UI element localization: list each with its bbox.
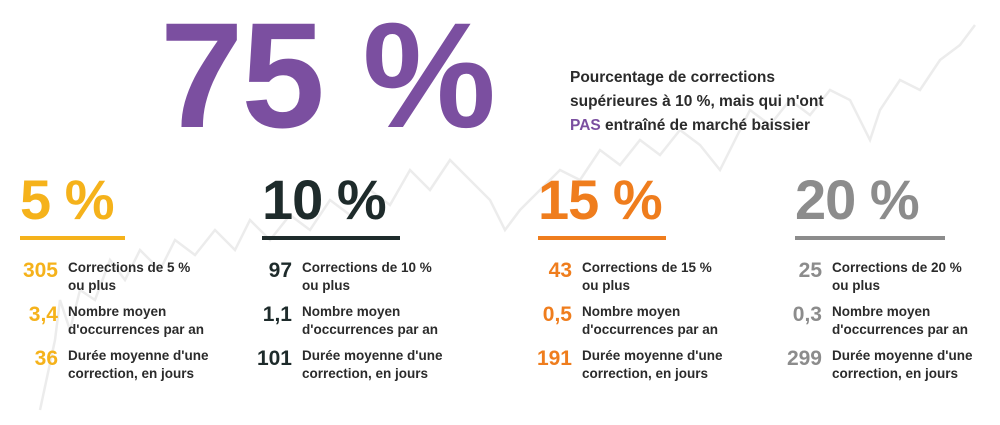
stat-label-line1: Nombre moyen xyxy=(582,304,681,319)
stat-label-line2: d'occurrences par an xyxy=(832,322,969,337)
stat-label: Durée moyenne d'une correction, en jours xyxy=(68,347,209,383)
stat-label-line1: Corrections de 10 % xyxy=(302,260,432,275)
stat-value: 25 xyxy=(798,259,822,282)
stat-value: 36 xyxy=(34,347,58,370)
stat-label-line1: Corrections de 5 % xyxy=(68,260,191,275)
stat-label: Durée moyenne d'une correction, en jours xyxy=(582,347,723,383)
stat-row: 0,5 Nombre moyen d'occurrences par an xyxy=(530,302,718,339)
hero-percentage: 75 % xyxy=(160,0,496,159)
stat-row: 36 Durée moyenne d'une correction, en jou… xyxy=(16,346,209,383)
stat-label: Nombre moyen d'occurrences par an xyxy=(68,303,204,339)
stat-label: Corrections de 5 % ou plus xyxy=(68,259,190,295)
stat-label-line2: correction, en jours xyxy=(68,366,195,381)
stat-label-line1: Corrections de 20 % xyxy=(832,260,962,275)
stat-label-line1: Durée moyenne d'une xyxy=(68,348,209,363)
stat-label-line2: d'occurrences par an xyxy=(582,322,719,337)
column-percentage: 5 % xyxy=(20,168,114,231)
hero-desc-line2: supérieures à 10 %, mais qui n'ont xyxy=(570,93,824,110)
stat-value: 1,1 xyxy=(262,303,292,326)
stat-value: 101 xyxy=(256,347,292,370)
stat-row: 191 Durée moyenne d'une correction, en jo… xyxy=(530,346,723,383)
stat-label: Nombre moyen d'occurrences par an xyxy=(832,303,968,339)
stat-row: 299 Durée moyenne d'une correction, en jo… xyxy=(780,346,973,383)
column-15-percent: 15 % xyxy=(538,168,666,240)
stat-label: Nombre moyen d'occurrences par an xyxy=(302,303,438,339)
stat-value: 97 xyxy=(268,259,292,282)
stat-label: Corrections de 10 % ou plus xyxy=(302,259,432,295)
column-percentage: 10 % xyxy=(262,168,387,231)
stat-row: 305 Corrections de 5 % ou plus xyxy=(16,258,190,295)
stat-label-line2: ou plus xyxy=(302,278,350,293)
stat-label-line1: Nombre moyen xyxy=(302,304,401,319)
stat-label-line2: ou plus xyxy=(832,278,880,293)
hero-desc-line3: PAS entraîné de marché baissier xyxy=(570,114,824,138)
hero-desc-pas: PAS xyxy=(570,117,601,134)
hero-description: Pourcentage de corrections supérieures à… xyxy=(570,66,824,138)
stat-row: 97 Corrections de 10 % ou plus xyxy=(250,258,432,295)
stat-value: 299 xyxy=(786,347,822,370)
stat-value: 43 xyxy=(548,259,572,282)
column-5-percent: 5 % xyxy=(20,168,125,240)
stat-row: 0,3 Nombre moyen d'occurrences par an xyxy=(780,302,968,339)
stat-value: 0,3 xyxy=(792,303,822,326)
stat-label: Corrections de 20 % ou plus xyxy=(832,259,962,295)
stat-value: 0,5 xyxy=(542,303,572,326)
stat-row: 43 Corrections de 15 % ou plus xyxy=(530,258,712,295)
stat-row: 101 Durée moyenne d'une correction, en jo… xyxy=(250,346,443,383)
stat-row: 25 Corrections de 20 % ou plus xyxy=(780,258,962,295)
stat-label-line1: Durée moyenne d'une xyxy=(832,348,973,363)
column-percentage: 20 % xyxy=(795,168,920,231)
stat-value: 3,4 xyxy=(28,303,58,326)
stat-row: 3,4 Nombre moyen d'occurrences par an xyxy=(16,302,204,339)
stat-label: Corrections de 15 % ou plus xyxy=(582,259,712,295)
stat-value: 305 xyxy=(22,259,58,282)
stat-label-line1: Corrections de 15 % xyxy=(582,260,712,275)
stat-label-line1: Durée moyenne d'une xyxy=(582,348,723,363)
stat-label: Durée moyenne d'une correction, en jours xyxy=(832,347,973,383)
stat-label-line1: Nombre moyen xyxy=(68,304,167,319)
stat-row: 1,1 Nombre moyen d'occurrences par an xyxy=(250,302,438,339)
stat-label-line2: correction, en jours xyxy=(582,366,709,381)
stat-label-line2: ou plus xyxy=(582,278,630,293)
column-divider xyxy=(795,236,945,240)
stat-label-line2: ou plus xyxy=(68,278,116,293)
stat-label-line1: Nombre moyen xyxy=(832,304,931,319)
stat-label: Durée moyenne d'une correction, en jours xyxy=(302,347,443,383)
stat-label-line2: d'occurrences par an xyxy=(68,322,205,337)
column-divider xyxy=(262,236,400,240)
column-percentage: 15 % xyxy=(538,168,663,231)
stat-label-line2: d'occurrences par an xyxy=(302,322,439,337)
hero-desc-line1: Pourcentage de corrections xyxy=(570,69,776,86)
stat-label-line2: correction, en jours xyxy=(832,366,959,381)
hero-desc-line3-rest: entraîné de marché baissier xyxy=(600,117,811,134)
column-20-percent: 20 % xyxy=(795,168,945,240)
stat-label-line1: Durée moyenne d'une xyxy=(302,348,443,363)
column-divider xyxy=(538,236,666,240)
stat-label-line2: correction, en jours xyxy=(302,366,429,381)
stat-value: 191 xyxy=(536,347,572,370)
stat-label: Nombre moyen d'occurrences par an xyxy=(582,303,718,339)
column-10-percent: 10 % xyxy=(262,168,400,240)
column-divider xyxy=(20,236,125,240)
